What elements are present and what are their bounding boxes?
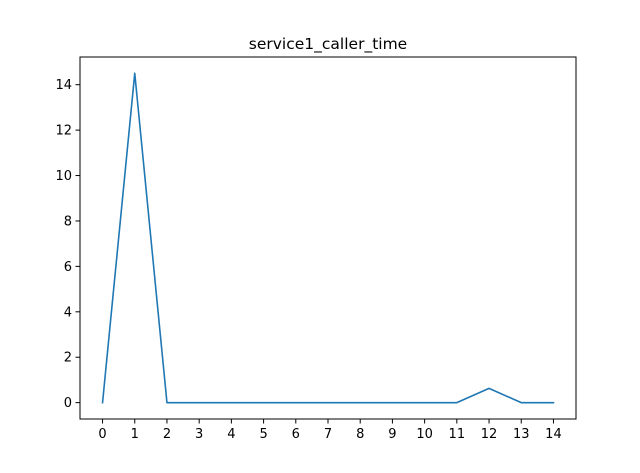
- x-axis: 0 1 2 3 4 5 6 7 8 9 10 11 12 13 14: [98, 419, 562, 442]
- x-tick-label: 13: [513, 427, 530, 442]
- x-tick-label: 11: [449, 427, 466, 442]
- x-tick-label: 6: [292, 427, 300, 442]
- axes-frame: [79, 56, 577, 420]
- series-layer: [101, 72, 555, 404]
- x-tick-label: 0: [98, 427, 106, 442]
- x-tick-label: 9: [388, 427, 396, 442]
- y-axis: 0 2 4 6 8 10 12 14: [55, 78, 80, 411]
- y-tick-label: 14: [55, 78, 72, 93]
- x-tick-label: 12: [481, 427, 498, 442]
- series-line-0: [101, 72, 555, 404]
- y-tick-label: 12: [55, 124, 72, 139]
- x-tick-label: 5: [259, 427, 267, 442]
- x-tick-label: 10: [416, 427, 433, 442]
- y-tick-label: 6: [64, 260, 72, 275]
- x-tick-label: 1: [131, 427, 139, 442]
- y-tick-label: 10: [55, 169, 72, 184]
- x-tick-label: 3: [195, 427, 203, 442]
- y-tick-label: 0: [64, 396, 72, 411]
- x-tick-label: 8: [356, 427, 364, 442]
- axes-background: [80, 57, 576, 419]
- x-tick-label: 4: [227, 427, 235, 442]
- x-tick-label: 14: [545, 427, 562, 442]
- y-tick-label: 4: [64, 305, 72, 320]
- y-tick-label: 8: [64, 214, 72, 229]
- y-tick-label: 2: [64, 351, 72, 366]
- chart-title: service1_caller_time: [249, 35, 407, 54]
- x-tick-label: 7: [324, 427, 332, 442]
- x-tick-label: 2: [163, 427, 171, 442]
